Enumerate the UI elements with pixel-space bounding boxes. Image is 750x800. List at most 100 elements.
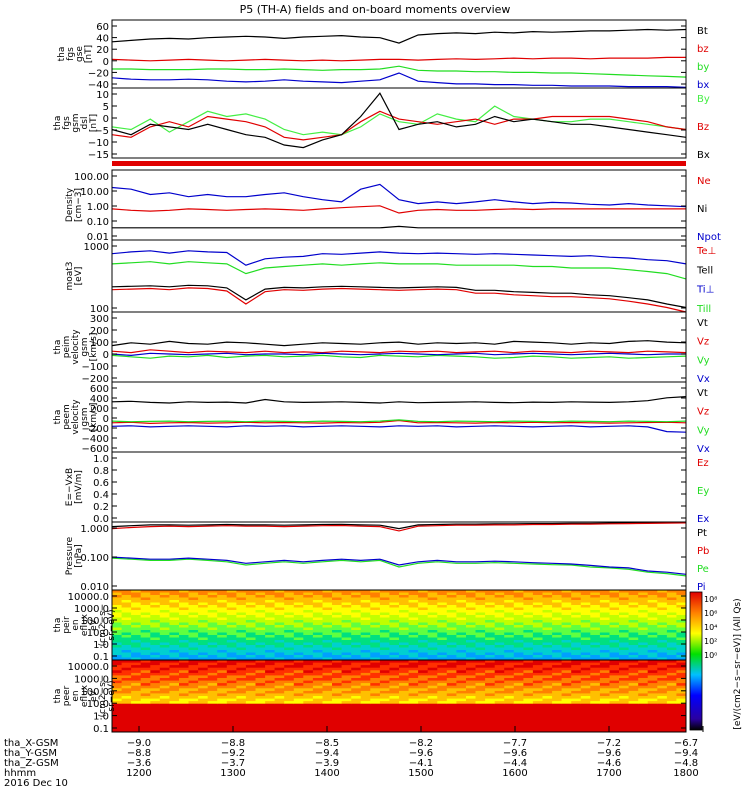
- spectrogram-cell: [523, 652, 534, 656]
- spectrogram-cell: [513, 690, 524, 694]
- spectrogram-cell: [561, 701, 572, 705]
- spectrogram-cell: [188, 726, 199, 730]
- spectrogram-cell: [226, 706, 237, 710]
- spectrogram-cell: [466, 665, 477, 669]
- spectrogram-cell: [169, 597, 180, 601]
- spectrogram-cell: [265, 675, 276, 679]
- spectrogram-cell: [217, 675, 228, 679]
- spectrogram-cell: [399, 719, 410, 723]
- spectrogram-cell: [456, 602, 467, 606]
- spectrogram-cell: [571, 675, 582, 679]
- spectrogram-cell: [274, 667, 285, 671]
- spectrogram-cell: [532, 597, 543, 601]
- spectrogram-cell: [542, 612, 553, 616]
- spectrogram-cell: [561, 685, 572, 689]
- spectrogram-cell: [666, 600, 677, 603]
- spectrogram-cell: [217, 706, 228, 710]
- spectrogram-cell: [418, 706, 429, 710]
- spectrogram-cell: [456, 688, 467, 692]
- spectrogram-cell: [341, 645, 352, 648]
- spectrogram-cell: [274, 683, 285, 687]
- spectrogram-cell: [255, 703, 266, 707]
- spectrogram-cell: [379, 597, 390, 601]
- spectrogram-cell: [370, 680, 381, 684]
- spectrogram-cell: [408, 690, 419, 694]
- spectrogram-cell: [274, 590, 285, 593]
- spectrogram-cell: [322, 721, 333, 725]
- spectrogram-cell: [532, 592, 543, 596]
- spectrogram-cell: [599, 622, 610, 626]
- spectrogram-cell: [188, 657, 199, 661]
- spectrogram-cell: [647, 622, 658, 626]
- spectrogram-cell: [427, 708, 438, 712]
- spectrogram-cell: [599, 627, 610, 631]
- spectrogram-cell: [245, 602, 256, 606]
- spectrogram-cell: [198, 670, 209, 674]
- spectrogram-cell: [169, 683, 180, 687]
- spectrogram-cell: [485, 678, 496, 682]
- spectrogram-cell: [408, 729, 419, 733]
- spectrogram-cell: [408, 683, 419, 687]
- spectrogram-cell: [552, 657, 563, 661]
- spectrogram-cell: [245, 726, 256, 730]
- x-tick-label: −3.6: [127, 758, 151, 769]
- y-tick-label: 0.8: [93, 466, 109, 477]
- spectrogram-cell: [274, 635, 285, 638]
- spectrogram-cell: [437, 610, 448, 613]
- legend-entry: by: [697, 62, 709, 73]
- spectrogram-cell: [647, 719, 658, 723]
- spectrogram-cell: [265, 642, 276, 646]
- spectrogram-cell: [399, 592, 410, 596]
- spectrogram-cell: [312, 657, 323, 661]
- spectrogram-cell: [312, 630, 323, 633]
- spectrogram-cell: [666, 610, 677, 613]
- spectrogram-cell: [561, 635, 572, 638]
- spectrogram-cell: [446, 698, 457, 702]
- spectrogram-cell: [580, 716, 591, 720]
- spectrogram-cell: [112, 612, 123, 616]
- spectrogram-cell: [265, 617, 276, 621]
- spectrogram-cell: [399, 605, 410, 608]
- spectrogram-cell: [399, 615, 410, 618]
- spectrogram-cell: [255, 701, 266, 705]
- spectrogram-cell: [552, 620, 563, 623]
- spectrogram-cell: [351, 690, 362, 694]
- spectrogram-cell: [159, 620, 170, 623]
- spectrogram-cell: [198, 706, 209, 710]
- spectrogram-cell: [542, 724, 553, 728]
- spectrogram-cell: [265, 662, 276, 666]
- spectrogram-cell: [274, 672, 285, 676]
- spectrogram-cell: [580, 627, 591, 631]
- spectrogram-cell: [399, 698, 410, 702]
- spectrogram-cell: [599, 612, 610, 616]
- spectrogram-cell: [628, 655, 639, 658]
- spectrogram-cell: [351, 693, 362, 697]
- spectrogram-cell: [552, 706, 563, 710]
- spectrogram-cell: [179, 670, 190, 674]
- spectrogram-cell: [303, 708, 314, 712]
- spectrogram-cell: [657, 667, 668, 671]
- spectrogram-cell: [542, 701, 553, 705]
- spectrogram-cell: [284, 672, 295, 676]
- spectrogram-cell: [217, 693, 228, 697]
- spectrogram-cell: [446, 680, 457, 684]
- spectrogram-cell: [647, 708, 658, 712]
- spectrogram-cell: [647, 597, 658, 601]
- series-line-Vx: [111, 425, 687, 433]
- spectrogram-cell: [599, 706, 610, 710]
- spectrogram-cell: [504, 600, 515, 603]
- spectrogram-cell: [389, 645, 400, 648]
- spectrogram-cell: [312, 672, 323, 676]
- spectrogram-cell: [399, 721, 410, 725]
- spectrogram-cell: [418, 703, 429, 707]
- spectrogram-cell: [418, 716, 429, 720]
- spectrogram-cell: [351, 711, 362, 715]
- spectrogram-cell: [446, 645, 457, 648]
- spectrogram-cell: [293, 620, 304, 623]
- spectrogram-cell: [236, 600, 247, 603]
- spectrogram-cell: [226, 688, 237, 692]
- spectrogram-cell: [571, 711, 582, 715]
- spectrogram-cell: [552, 711, 563, 715]
- spectrogram-cell: [112, 615, 123, 618]
- spectrogram-cell: [226, 670, 237, 674]
